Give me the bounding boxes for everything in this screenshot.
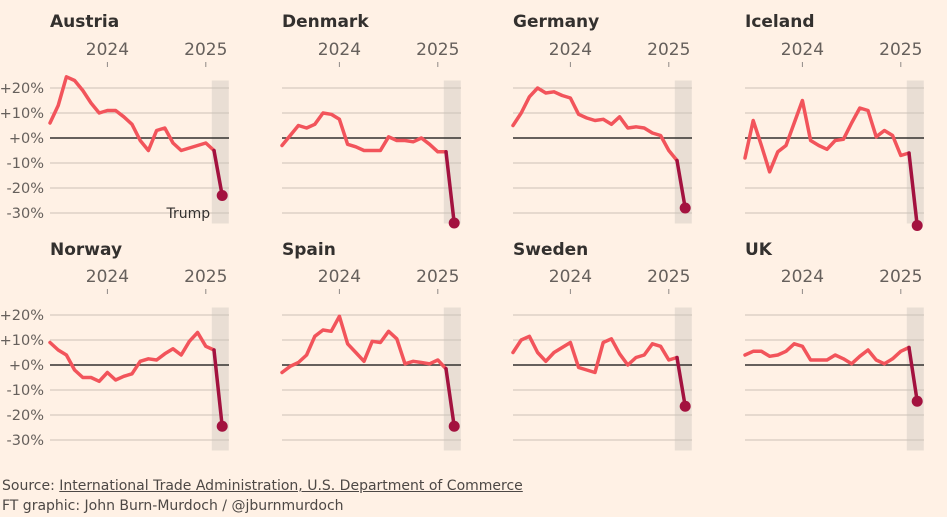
x-tick-label: 2025 xyxy=(879,40,922,60)
x-tick-label: 2024 xyxy=(86,40,129,60)
series-line-germany xyxy=(511,86,679,163)
panel-title-austria: Austria xyxy=(50,12,119,32)
latest-point-uk xyxy=(911,395,923,407)
small-multiples-chart: +20% +10% +0% -10% -20% -30% Austria 2024 2025 Tr… xyxy=(0,12,924,451)
latest-point-norway xyxy=(216,420,228,432)
latest-point-denmark xyxy=(448,217,460,229)
x-tick-label: 2025 xyxy=(647,40,690,60)
y-tick-label: -30% xyxy=(7,433,44,449)
latest-change-segment-uk xyxy=(907,345,919,403)
y-tick-label: -10% xyxy=(7,383,44,399)
trump-annotation: Trump xyxy=(166,206,211,222)
x-tick-label: 2025 xyxy=(416,40,459,60)
y-tick-label: -20% xyxy=(7,408,44,424)
latest-change-segment-spain xyxy=(444,367,456,428)
latest-point-spain xyxy=(448,420,460,432)
series-line-norway xyxy=(48,330,216,384)
latest-change-segment-germany xyxy=(675,158,687,210)
y-tick-label: +20% xyxy=(0,308,44,324)
highlight-band-sweden xyxy=(674,307,692,451)
y-tick-label: -30% xyxy=(7,206,44,222)
series-line-sweden xyxy=(511,334,679,375)
series-line-denmark xyxy=(280,111,448,154)
source-prefix: Source: xyxy=(2,478,60,494)
latest-point-austria xyxy=(216,190,228,201)
series-line-iceland xyxy=(743,98,911,174)
y-tick-label: +20% xyxy=(0,81,44,97)
y-tick-label: +10% xyxy=(0,106,44,122)
source-link[interactable]: International Trade Administration, U.S.… xyxy=(59,478,523,494)
y-tick-label: -10% xyxy=(7,156,44,172)
source-line: Source: International Trade Administrati… xyxy=(2,478,523,494)
latest-change-segment-sweden xyxy=(675,355,687,408)
panel-title-denmark: Denmark xyxy=(282,12,369,32)
x-tick-label: 2024 xyxy=(318,40,361,60)
x-tick-label: 2024 xyxy=(781,267,824,287)
latest-point-sweden xyxy=(679,400,691,412)
y-tick-label: +10% xyxy=(0,333,44,349)
x-tick-label: 2024 xyxy=(781,40,824,60)
credit-line: FT graphic: John Burn-Murdoch / @jburnmu… xyxy=(2,498,344,514)
x-tick-label: 2025 xyxy=(416,267,459,287)
x-tick-label: 2025 xyxy=(184,40,227,60)
series-line-austria xyxy=(48,75,216,153)
x-tick-label: 2025 xyxy=(184,267,227,287)
y-tick-label: +0% xyxy=(9,131,44,147)
y-tick-label: -20% xyxy=(7,181,44,197)
panel-title-norway: Norway xyxy=(50,240,122,260)
panel-title-sweden: Sweden xyxy=(513,240,588,260)
x-tick-label: 2024 xyxy=(549,267,592,287)
x-tick-label: 2025 xyxy=(647,267,690,287)
x-tick-label: 2024 xyxy=(86,267,129,287)
y-tick-label: +0% xyxy=(9,358,44,374)
panel-title-spain: Spain xyxy=(282,240,336,260)
panel-title-iceland: Iceland xyxy=(745,12,815,32)
panel-title-uk: UK xyxy=(745,240,773,260)
latest-change-segment-denmark xyxy=(444,150,456,225)
latest-change-segment-norway xyxy=(212,348,224,428)
x-tick-label: 2025 xyxy=(879,267,922,287)
x-tick-label: 2024 xyxy=(318,267,361,287)
latest-change-segment-austria xyxy=(212,148,224,198)
series-line-spain xyxy=(280,314,448,375)
latest-point-iceland xyxy=(911,220,923,231)
latest-point-germany xyxy=(679,202,691,214)
series-line-uk xyxy=(743,342,911,366)
panel-title-germany: Germany xyxy=(513,12,599,32)
latest-change-segment-iceland xyxy=(907,151,919,228)
x-tick-label: 2024 xyxy=(549,40,592,60)
